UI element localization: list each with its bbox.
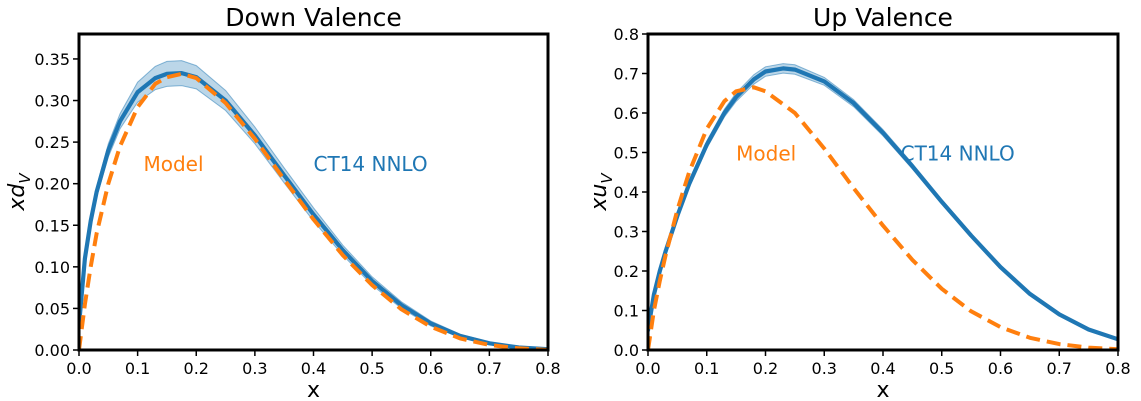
up-valence-panel: Model CT14 NNLO 0.0 0.1 0.2 0.3 0.4 0.5 0.6 0.7 0.… bbox=[587, 3, 1131, 401]
chart-title: Down Valence bbox=[225, 3, 402, 32]
y-tick-label: 0.0 bbox=[614, 341, 639, 360]
series-line bbox=[79, 70, 548, 350]
y-tick-label: 0.35 bbox=[34, 50, 70, 69]
x-axis-label: x bbox=[876, 378, 889, 401]
axes-frame bbox=[646, 32, 1120, 352]
x-tick-label: 0.5 bbox=[929, 359, 954, 378]
plot-area bbox=[648, 63, 1118, 350]
x-tick-label: 0.0 bbox=[66, 359, 91, 378]
x-tick-label: 0.8 bbox=[535, 359, 560, 378]
y-tick-label: 0.20 bbox=[34, 175, 70, 194]
y-axis-label: xuV bbox=[587, 172, 616, 212]
y-tick-label: 0.00 bbox=[34, 341, 70, 360]
annotation-label: CT14 NNLO bbox=[901, 142, 1015, 166]
x-tick-label: 0.7 bbox=[1047, 359, 1072, 378]
y-tick-label: 0.4 bbox=[614, 183, 639, 202]
annotation-label: Model bbox=[143, 152, 203, 176]
error-band bbox=[648, 63, 1118, 341]
x-axis-label: x bbox=[307, 378, 320, 401]
chart-title: Up Valence bbox=[813, 3, 953, 32]
x-tick-label: 0.3 bbox=[242, 359, 267, 378]
y-axis-label: xdV bbox=[5, 172, 34, 212]
y-tick-label: 0.30 bbox=[34, 92, 70, 111]
x-tick-label: 0.8 bbox=[1105, 359, 1130, 378]
annotation-label: Model bbox=[736, 142, 796, 166]
y-tick-label: 0.7 bbox=[614, 65, 639, 84]
x-tick-label: 0.5 bbox=[359, 359, 384, 378]
x-tick-label: 0.3 bbox=[812, 359, 837, 378]
y-tick-label: 0.10 bbox=[34, 258, 70, 277]
y-tick-label: 0.1 bbox=[614, 302, 639, 321]
series-line bbox=[648, 85, 1118, 350]
y-tick-label: 0.3 bbox=[614, 223, 639, 242]
x-tick-label: 0.2 bbox=[753, 359, 778, 378]
plot-area bbox=[79, 60, 548, 350]
x-tick-label: 0.1 bbox=[694, 359, 719, 378]
y-tick-label: 0.15 bbox=[34, 216, 70, 235]
x-tick-label: 0.4 bbox=[301, 359, 326, 378]
series-line bbox=[79, 71, 548, 350]
error-band bbox=[79, 60, 548, 350]
x-tick-label: 0.6 bbox=[988, 359, 1013, 378]
y-tick-label: 0.5 bbox=[614, 144, 639, 163]
down-valence-panel: Model CT14 NNLO 0.0 0.1 0.2 0.3 0.4 0.5 0.6 0.7 0.… bbox=[5, 3, 561, 401]
y-tick-label: 0.05 bbox=[34, 299, 70, 318]
y-tick-label: 0.2 bbox=[614, 262, 639, 281]
x-tick-label: 0.7 bbox=[477, 359, 502, 378]
x-tick-label: 0.4 bbox=[870, 359, 895, 378]
x-tick-label: 0.0 bbox=[635, 359, 660, 378]
x-tick-label: 0.6 bbox=[418, 359, 443, 378]
x-tick-label: 0.2 bbox=[184, 359, 209, 378]
y-tick-label: 0.8 bbox=[614, 25, 639, 44]
y-tick-label: 0.25 bbox=[34, 133, 70, 152]
x-tick-label: 0.1 bbox=[125, 359, 150, 378]
y-tick-label: 0.6 bbox=[614, 104, 639, 123]
annotation-label: CT14 NNLO bbox=[314, 152, 428, 176]
